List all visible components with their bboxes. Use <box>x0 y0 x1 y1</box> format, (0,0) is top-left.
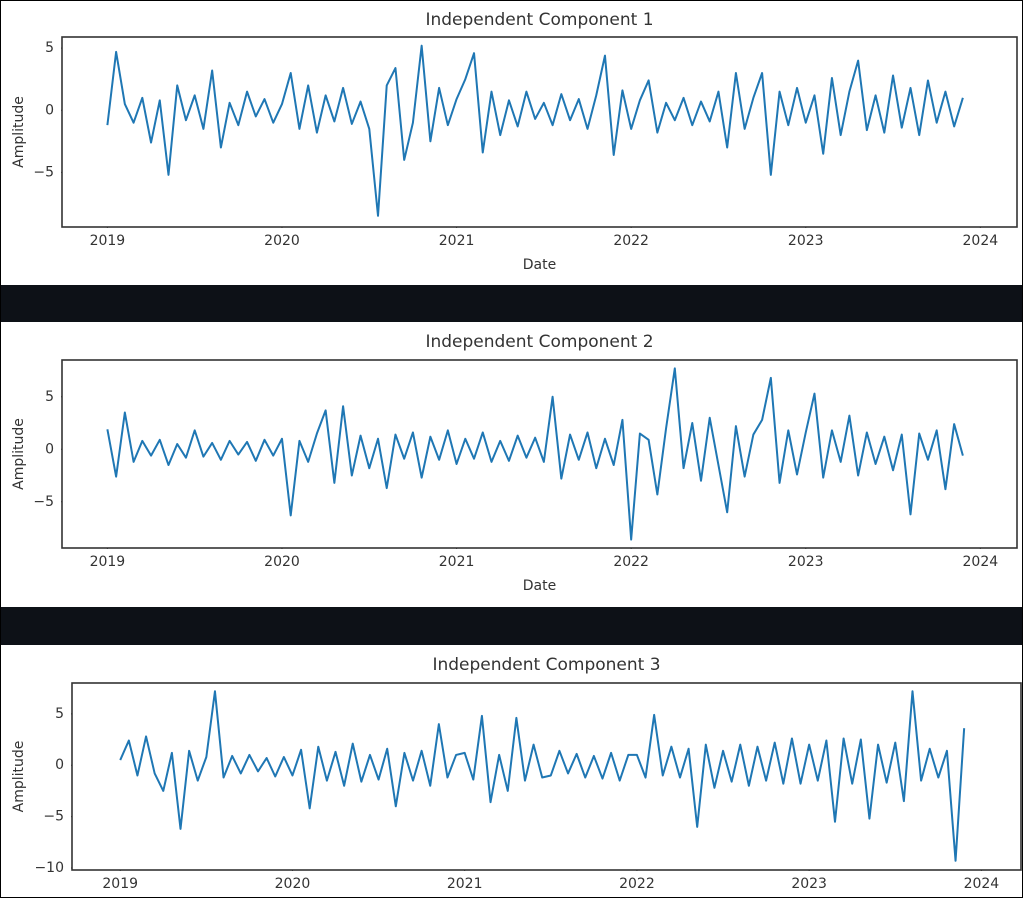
chart-title: Independent Component 1 <box>425 10 653 30</box>
y-tick-label: 0 <box>55 757 64 773</box>
x-tick-label: 2019 <box>90 554 126 570</box>
x-tick-label: 2023 <box>788 233 824 249</box>
x-tick-label: 2023 <box>791 876 827 892</box>
y-tick-label: 5 <box>55 706 64 722</box>
x-axis-label: Date <box>523 257 556 273</box>
y-tick-label: −5 <box>33 494 54 510</box>
x-tick-label: 2022 <box>619 876 655 892</box>
x-tick-label: 2021 <box>447 876 483 892</box>
x-tick-label: 2024 <box>963 233 999 249</box>
y-axis-label: Amplitude <box>11 741 27 813</box>
x-tick-label: 2024 <box>964 876 1000 892</box>
y-tick-label: −5 <box>43 809 64 825</box>
separator <box>0 607 1023 645</box>
x-tick-label: 2024 <box>963 554 999 570</box>
data-line <box>119 690 966 862</box>
x-tick-label: 2019 <box>90 233 126 249</box>
x-tick-label: 2021 <box>439 554 475 570</box>
y-axis-label: Amplitude <box>11 418 27 490</box>
y-axis-label: Amplitude <box>11 96 27 168</box>
x-tick-label: 2022 <box>613 233 649 249</box>
data-line <box>106 44 964 217</box>
chart-title: Independent Component 2 <box>425 332 653 352</box>
x-axis-label: Date <box>523 578 556 594</box>
x-tick-label: 2020 <box>275 876 311 892</box>
x-tick-label: 2020 <box>264 554 300 570</box>
y-tick-label: −10 <box>34 860 64 876</box>
x-tick-label: 2020 <box>264 233 300 249</box>
plot-frame <box>71 682 1022 871</box>
x-tick-label: 2022 <box>613 554 649 570</box>
plot-frame <box>61 359 1018 549</box>
chart-title: Independent Component 3 <box>432 655 660 675</box>
data-line <box>106 367 964 541</box>
x-tick-label: 2019 <box>102 876 138 892</box>
x-tick-label: 2021 <box>439 233 475 249</box>
y-tick-label: 0 <box>45 441 54 457</box>
plot-frame <box>61 36 1018 228</box>
y-tick-label: 5 <box>45 40 54 56</box>
y-tick-label: 5 <box>45 389 54 405</box>
y-tick-label: 0 <box>45 102 54 118</box>
separator <box>0 285 1023 322</box>
x-tick-label: 2023 <box>788 554 824 570</box>
y-tick-label: −5 <box>33 164 54 180</box>
